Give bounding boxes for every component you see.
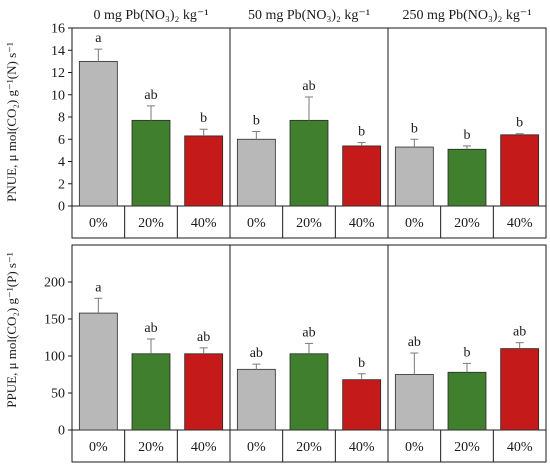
significance-letter: b bbox=[516, 116, 523, 131]
significance-letter: ab bbox=[144, 321, 157, 336]
category-label: 40% bbox=[349, 216, 375, 231]
significance-letter: b bbox=[464, 345, 471, 360]
y-tick-label: 14 bbox=[51, 44, 65, 59]
bar bbox=[342, 145, 382, 207]
bar bbox=[289, 119, 329, 207]
category-label: 40% bbox=[507, 216, 533, 231]
panel-title: 0 mg Pb(NO₃)₂ kg⁻¹ bbox=[93, 8, 208, 23]
significance-letter: b bbox=[253, 113, 260, 128]
significance-letter: ab bbox=[250, 346, 263, 361]
y-tick-label: 150 bbox=[44, 313, 65, 328]
significance-letter: b bbox=[200, 111, 207, 126]
bar bbox=[500, 134, 540, 207]
y-tick-label: 10 bbox=[51, 88, 65, 103]
y-tick-label: 100 bbox=[44, 350, 65, 365]
bar bbox=[131, 119, 171, 207]
category-label: 0% bbox=[405, 440, 424, 455]
bar bbox=[236, 368, 276, 431]
bar bbox=[342, 379, 382, 431]
category-label: 0% bbox=[247, 440, 266, 455]
plot-frame bbox=[71, 244, 547, 463]
y-tick-label: 200 bbox=[44, 276, 65, 291]
category-label: 40% bbox=[507, 440, 533, 455]
y-tick-label: 2 bbox=[58, 177, 65, 192]
y-tick-label: 6 bbox=[58, 133, 65, 148]
significance-letter: b bbox=[358, 356, 365, 371]
bar bbox=[394, 374, 434, 431]
significance-letter: a bbox=[95, 31, 102, 46]
category-label: 20% bbox=[454, 440, 480, 455]
category-label: 0% bbox=[89, 440, 108, 455]
category-label: 0% bbox=[405, 216, 424, 231]
y-axis-label: PPUE, μ mol(CO₂) g⁻¹(P) s⁻¹ bbox=[4, 252, 19, 408]
chart-0: 0 2 4 6 8 10 12 14 16 PNUE, μ mol(CO₂) g⁻¹(N) s⁻¹… bbox=[4, 8, 547, 239]
category-label: 20% bbox=[296, 216, 322, 231]
category-label: 20% bbox=[138, 440, 164, 455]
y-tick-label: 16 bbox=[51, 22, 65, 37]
category-label: 40% bbox=[349, 440, 375, 455]
significance-letter: ab bbox=[513, 325, 526, 340]
bar bbox=[447, 371, 487, 431]
bar bbox=[289, 353, 329, 431]
y-tick-label: 0 bbox=[58, 424, 65, 439]
bar bbox=[447, 148, 487, 207]
y-tick-label: 4 bbox=[58, 155, 65, 170]
bar bbox=[236, 138, 276, 207]
y-axis-label: PNUE, μ mol(CO₂) g⁻¹(N) s⁻¹ bbox=[4, 42, 19, 202]
bar bbox=[131, 353, 171, 431]
category-label: 40% bbox=[191, 440, 217, 455]
significance-letter: ab bbox=[302, 325, 315, 340]
bar bbox=[500, 348, 540, 431]
plot-frame bbox=[71, 27, 547, 239]
significance-letter: b bbox=[464, 128, 471, 143]
category-label: 20% bbox=[138, 216, 164, 231]
y-tick-label: 12 bbox=[51, 66, 65, 81]
category-label: 0% bbox=[89, 216, 108, 231]
significance-letter: ab bbox=[302, 79, 315, 94]
category-label: 20% bbox=[454, 216, 480, 231]
chart-1: 0 50 100 150 200 PPUE, μ mol(CO₂) g⁻¹(P) s⁻¹ a… bbox=[4, 244, 547, 463]
significance-letter: b bbox=[411, 121, 418, 136]
y-tick-label: 50 bbox=[51, 387, 65, 402]
significance-letter: b bbox=[358, 125, 365, 140]
y-tick-label: 0 bbox=[58, 200, 65, 215]
category-label: 40% bbox=[191, 216, 217, 231]
bar bbox=[78, 312, 118, 431]
category-label: 20% bbox=[296, 440, 322, 455]
bar bbox=[78, 60, 118, 207]
significance-letter: ab bbox=[144, 88, 157, 103]
category-label: 0% bbox=[247, 216, 266, 231]
significance-letter: a bbox=[95, 280, 102, 295]
bar bbox=[394, 146, 434, 207]
significance-letter: ab bbox=[408, 335, 421, 350]
panel-title: 250 mg Pb(NO₃)₂ kg⁻¹ bbox=[402, 8, 531, 23]
y-tick-label: 8 bbox=[58, 111, 65, 126]
panel-title: 50 mg Pb(NO₃)₂ kg⁻¹ bbox=[248, 8, 370, 23]
significance-letter: ab bbox=[197, 330, 210, 345]
bar bbox=[184, 135, 224, 207]
bar bbox=[184, 353, 224, 431]
